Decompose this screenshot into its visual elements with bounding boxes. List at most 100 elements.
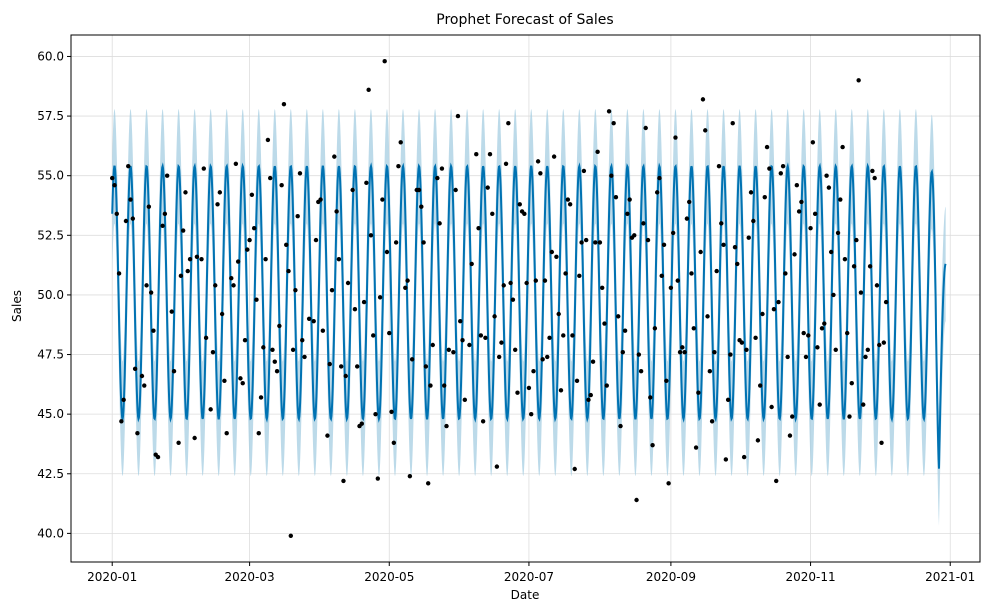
observed-point: [132, 366, 138, 372]
observed-point: [513, 347, 518, 352]
observed-point: [387, 330, 392, 336]
observed-point: [705, 314, 710, 319]
observed-point: [609, 173, 614, 178]
observed-point: [801, 330, 806, 336]
observed-point: [494, 464, 500, 469]
observed-point: [455, 113, 461, 119]
observed-point: [302, 354, 307, 360]
observed-point: [268, 175, 273, 181]
observed-point: [874, 283, 880, 288]
y-tick-label: 42.5: [37, 467, 64, 481]
observed-point: [295, 214, 300, 219]
y-axis-ticks: 40.0 42.5 45.0 47.5 50.0 52.5 55.0 57.5 60.0: [37, 49, 71, 540]
observed-point: [350, 187, 355, 193]
observed-point: [879, 440, 884, 445]
observed-point: [652, 326, 658, 331]
observed-point: [618, 423, 623, 429]
observed-point: [210, 349, 216, 355]
observed-point: [735, 261, 740, 267]
observed-point: [503, 161, 509, 166]
observed-point: [709, 419, 715, 424]
observed-point: [222, 378, 227, 383]
observed-point: [693, 445, 699, 450]
observed-point: [219, 311, 225, 317]
y-tick-label: 55.0: [37, 169, 64, 183]
observed-point: [627, 197, 632, 202]
observed-point: [334, 209, 339, 214]
observed-point: [540, 357, 545, 362]
observed-point: [279, 183, 284, 188]
observed-point: [748, 190, 754, 195]
observed-point: [867, 264, 873, 269]
observed-point: [151, 328, 156, 333]
observed-point: [776, 299, 781, 305]
observed-point: [545, 354, 550, 360]
observed-point: [707, 369, 713, 374]
observed-point: [570, 333, 575, 338]
observed-point: [858, 290, 864, 295]
observed-point: [419, 204, 424, 209]
observed-point: [861, 402, 866, 407]
observed-point: [812, 211, 818, 217]
observed-point: [778, 171, 783, 176]
observed-point: [313, 237, 319, 243]
observed-point: [496, 354, 502, 360]
observed-point: [757, 383, 763, 388]
observed-point: [712, 349, 717, 355]
observed-point: [600, 285, 605, 290]
observed-point: [677, 349, 683, 355]
observed-point: [183, 190, 188, 195]
observed-point: [604, 383, 609, 388]
observed-point: [847, 414, 852, 419]
observed-point: [684, 216, 690, 221]
observed-point: [217, 190, 223, 195]
y-tick-label: 52.5: [37, 228, 64, 242]
observed-point: [119, 419, 124, 424]
observed-point: [725, 397, 731, 403]
observed-point: [703, 128, 708, 133]
observed-point: [382, 59, 387, 64]
observed-point: [114, 211, 119, 217]
observed-point: [403, 285, 408, 290]
observed-point: [680, 345, 685, 350]
x-tick-label: 2021-01: [925, 570, 975, 584]
observed-point: [272, 359, 277, 364]
observed-point: [577, 273, 582, 279]
observed-point: [675, 278, 680, 283]
observed-point: [359, 421, 364, 426]
y-tick-label: 40.0: [37, 526, 64, 540]
y-tick-label: 47.5: [37, 348, 64, 362]
observed-point: [522, 211, 527, 217]
observed-point: [780, 163, 786, 169]
observed-point: [753, 335, 758, 341]
observed-point: [558, 388, 564, 393]
y-tick-label: 57.5: [37, 109, 64, 123]
observed-point: [838, 197, 843, 202]
forecast-mean-line: [111, 162, 947, 469]
plot-frame: [70, 34, 981, 563]
observed-point: [583, 237, 589, 243]
observed-point: [389, 409, 394, 414]
observed-point: [794, 183, 800, 188]
observed-point: [148, 290, 154, 295]
observed-point: [849, 380, 854, 386]
observed-point: [135, 431, 140, 436]
observed-point: [121, 397, 126, 403]
observed-point: [597, 240, 603, 245]
observed-point: [851, 264, 857, 269]
observed-point: [668, 285, 674, 290]
observed-point: [460, 338, 465, 343]
observed-point: [659, 273, 664, 279]
observed-point: [696, 390, 701, 395]
observed-point: [483, 335, 488, 341]
observed-point: [760, 311, 765, 317]
observed-point: [281, 101, 287, 107]
observed-point: [332, 154, 337, 159]
x-axis-label: Date: [511, 588, 540, 602]
observed-point: [687, 199, 692, 205]
observed-point: [462, 397, 468, 403]
observed-point: [854, 237, 859, 243]
observed-point: [883, 299, 889, 305]
observed-point: [235, 259, 241, 264]
